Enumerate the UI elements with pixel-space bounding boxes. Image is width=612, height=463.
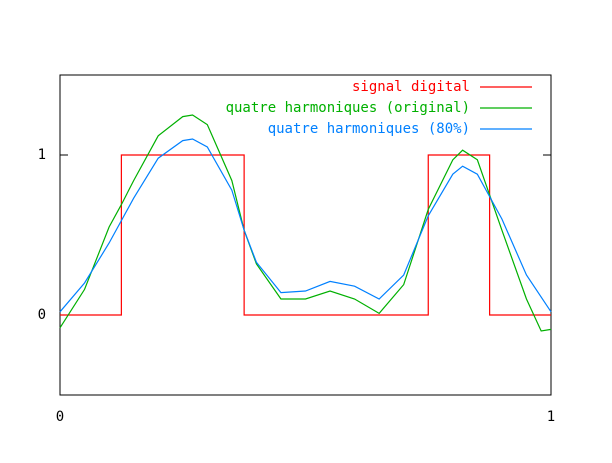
series-line bbox=[60, 154, 551, 316]
x-tick-label: 1 bbox=[547, 409, 555, 425]
y-tick-label: 0 bbox=[38, 307, 46, 323]
legend-label: quatre harmoniques (original) bbox=[226, 100, 470, 116]
x-tick-label: 0 bbox=[56, 409, 64, 425]
legend-label: signal digital bbox=[352, 79, 470, 95]
legend-label: quatre harmoniques (80%) bbox=[268, 121, 470, 137]
series-line bbox=[59, 114, 552, 332]
series-line bbox=[59, 138, 552, 313]
plot-frame bbox=[59, 74, 552, 396]
y-tick-label: 1 bbox=[38, 147, 46, 163]
